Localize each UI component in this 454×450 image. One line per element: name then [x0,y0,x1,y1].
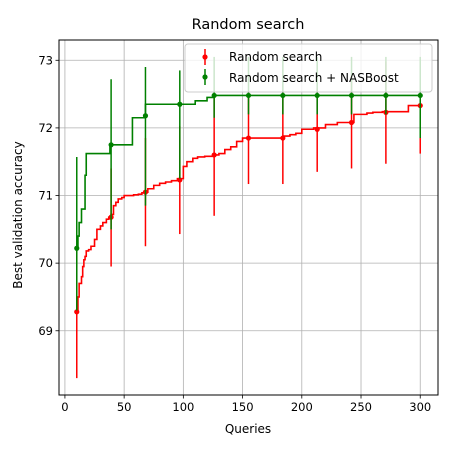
data-point-random-search [314,126,320,132]
legend-label-nasboost: Random search + NASBoost [229,71,399,85]
data-point-nasboost [417,92,423,99]
y-tick-label: 73 [38,53,53,67]
data-point-random-search [177,177,183,183]
data-point-nasboost [142,113,149,119]
data-point-nasboost [74,245,80,251]
x-tick-label: 0 [61,400,68,414]
x-tick-label: 100 [172,400,194,414]
data-point-nasboost [383,92,389,99]
x-axis-label: Queries [225,422,271,436]
data-point-nasboost [211,92,217,99]
data-point-random-search [74,309,80,315]
x-tick-label: 50 [117,400,132,414]
legend-label-random-search: Random search [229,50,322,64]
data-point-nasboost [245,92,252,99]
data-point-random-search [245,135,252,141]
series-line-random-search [76,104,421,313]
legend-marker-nasboost [202,74,208,80]
series-line-nasboost [76,94,421,250]
x-tick-label: 250 [350,400,372,414]
data-point-nasboost [280,92,286,99]
y-axis-label: Best validation accuracy [11,141,25,288]
x-tick-label: 200 [291,400,313,414]
data-point-nasboost [108,142,114,148]
y-tick-label: 70 [38,256,53,270]
data-point-random-search [348,119,355,126]
x-tick-label: 150 [232,400,254,414]
chart-title: Random search [192,17,305,33]
legend-marker-random-search [202,54,208,60]
legend-box [184,43,433,93]
data-point-random-search [211,152,217,158]
data-point-random-search [280,135,286,141]
x-tick-label: 300 [409,400,431,414]
data-point-nasboost [314,92,320,99]
y-tick-label: 69 [38,324,53,338]
legend: Random search Random search + NASBoost [184,43,433,93]
data-point-nasboost [177,101,183,107]
plot-frame [58,39,439,396]
data-point-nasboost [348,92,355,99]
axis-ticks: 0 50 100 150 200 250 300 69 70 71 72 73 [38,53,431,414]
y-tick-label: 72 [38,121,53,135]
y-tick-label: 71 [38,189,53,203]
